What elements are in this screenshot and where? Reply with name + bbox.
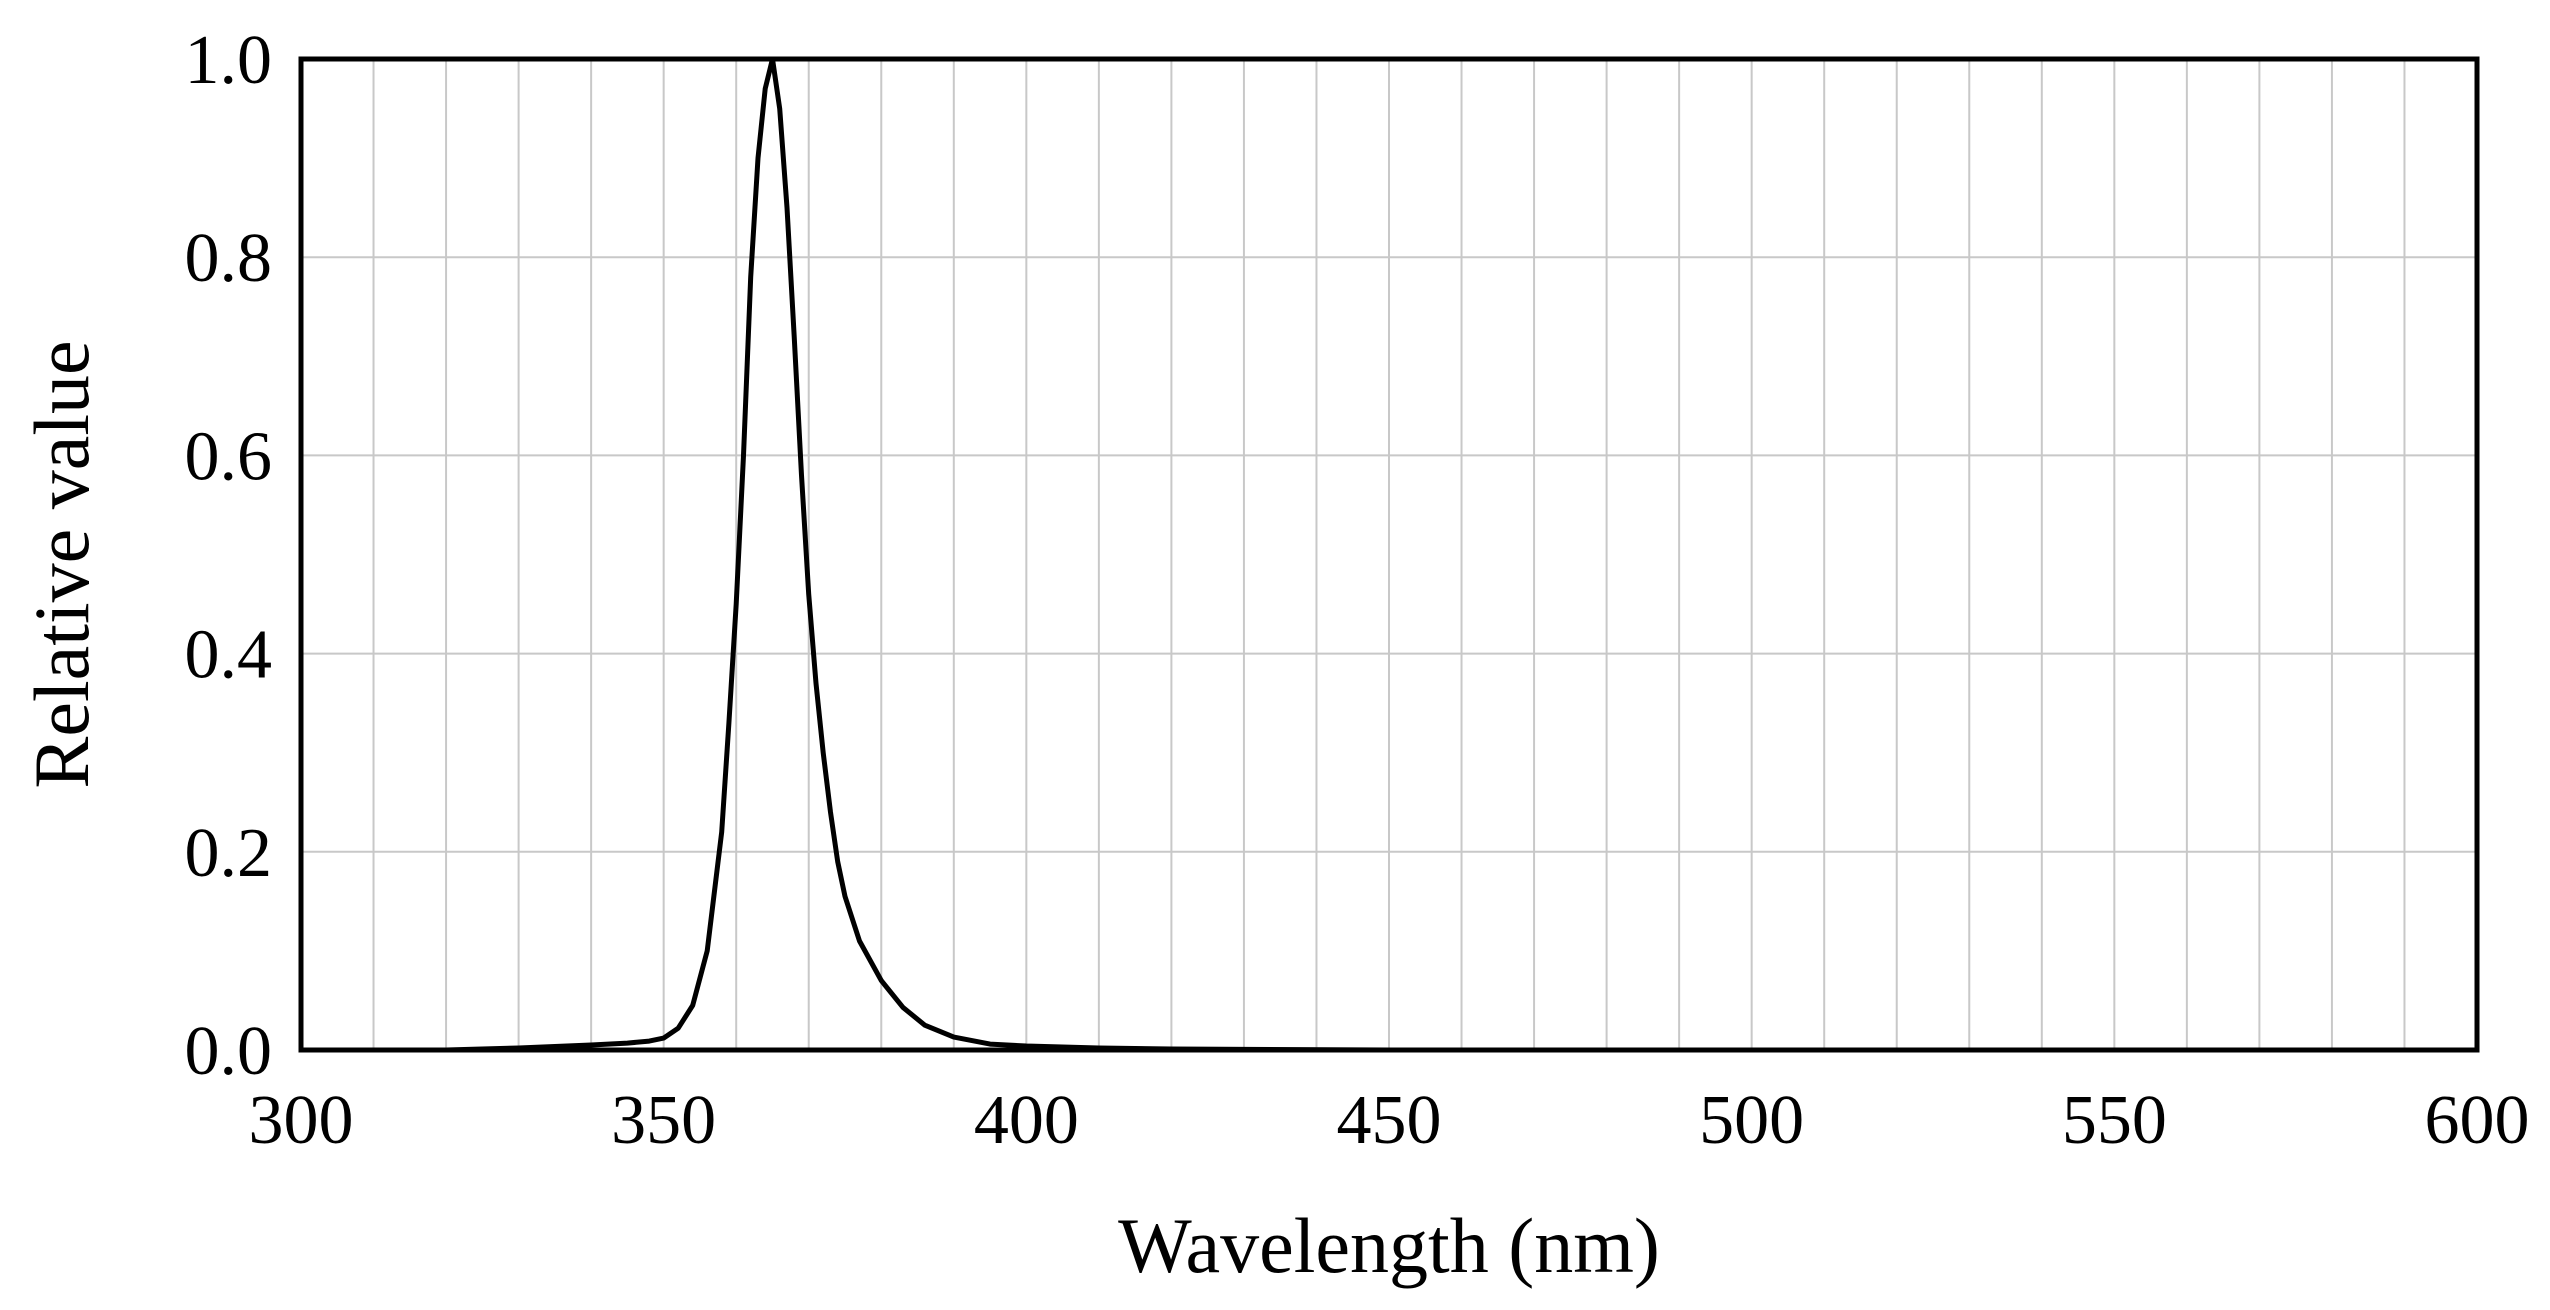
- x-tick-label: 450: [1337, 1082, 1442, 1159]
- y-tick-label: 1.0: [185, 22, 273, 99]
- x-tick-label: 550: [2062, 1082, 2167, 1159]
- series-layer: [443, 56, 2480, 1053]
- y-tick-label: 0.4: [185, 617, 273, 694]
- grid-lines: [301, 59, 2477, 1050]
- y-tick-label: 0.0: [185, 1013, 273, 1090]
- y-tick-label: 0.6: [185, 418, 273, 495]
- y-axis-ticks: 0.0 0.2 0.4 0.6 0.8 1.0: [185, 22, 273, 1090]
- x-tick-label: 300: [249, 1082, 354, 1159]
- y-axis-title: Relative value: [18, 340, 105, 788]
- x-axis-title: Wavelength (nm): [1118, 1202, 1660, 1289]
- x-tick-label: 500: [1699, 1082, 1804, 1159]
- x-axis-ticks: 300 350 400 450 500 550 600: [249, 1082, 2530, 1159]
- y-tick-label: 0.2: [185, 815, 273, 892]
- x-tick-label: 350: [611, 1082, 716, 1159]
- y-tick-label: 0.8: [185, 220, 273, 297]
- x-tick-label: 400: [974, 1082, 1079, 1159]
- series-line: [443, 56, 2480, 1053]
- plot-frame: [298, 56, 2480, 1053]
- x-tick-label: 600: [2425, 1082, 2530, 1159]
